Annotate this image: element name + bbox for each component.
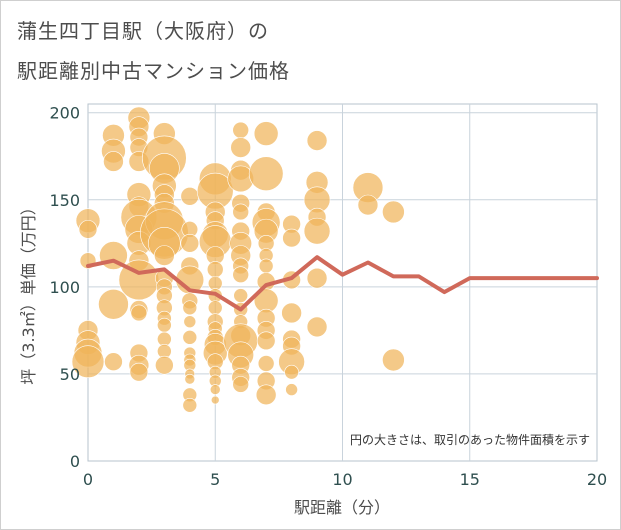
chart-title-line-2: 駅距離別中古マンション価格 [17,59,290,83]
bubble-point [78,220,98,239]
bubble-point [232,266,249,283]
bubble-point [281,302,302,324]
x-tick-label: 10 [332,470,352,489]
x-tick-label: 20 [587,470,607,489]
bubble-point [129,362,149,382]
bubble-point [284,364,299,380]
bubble-point [232,121,249,139]
chart-title-line-1: 蒲生四丁目駅（大阪府）の [17,19,269,43]
bubble-point [180,186,200,206]
bubble-point [303,217,331,245]
bubble-point [253,121,279,146]
x-tick-label: 0 [83,470,93,489]
bubble-point [155,355,174,375]
bubble-point [232,203,249,221]
bubble-point [232,376,249,393]
y-axis-ticks: 0 50 100 150 200 [49,104,80,471]
average-line-series [86,255,599,312]
y-axis-title: 坪（3.3㎡）単価（万円） [19,199,38,384]
bubble-point [182,397,198,413]
bubble-point [182,330,198,345]
bubble-point [130,304,148,322]
bubble-point [184,373,196,385]
bubble-point [357,194,379,216]
bubble-point [285,383,298,396]
bubble-point [206,261,224,278]
bubble-point [183,315,197,328]
x-axis-title: 駅距離（分） [294,498,390,517]
bubble-point [71,345,105,379]
bubble-point [256,331,276,351]
x-tick-label: 15 [460,470,480,489]
bubble-point [157,317,172,333]
bubble-point [306,267,328,289]
bubble-point [98,288,129,320]
y-tick-label: 150 [49,191,80,210]
bubble-point [306,316,328,338]
y-tick-label: 0 [70,452,80,471]
bubble-point [255,384,277,406]
y-tick-label: 100 [49,278,80,297]
bubble-point [103,151,124,172]
bubble-point [182,300,198,316]
bubble-point [382,200,405,224]
bubble-point [233,288,248,303]
x-tick-label: 5 [210,470,220,489]
average-price-line [86,255,599,312]
bubble-point [306,130,328,151]
bubble-point [180,234,200,253]
y-tick-label: 200 [49,104,80,123]
bubble-point [104,352,123,372]
bubble-point [282,228,301,248]
size-note: 円の大きさは、取引のあった物件面積を示す [350,432,590,447]
y-tick-label: 50 [60,365,80,384]
bubble-point [210,395,220,405]
bubble-point [382,348,405,372]
bubble-point [257,355,275,372]
bubble-point [230,137,251,158]
x-axis-ticks: 0 5 10 15 20 [83,470,607,489]
bubble-point [207,300,223,316]
bubble-point [258,258,274,274]
bubble-point [154,245,175,266]
bubble-point [248,156,284,191]
bubble-point [209,384,221,395]
